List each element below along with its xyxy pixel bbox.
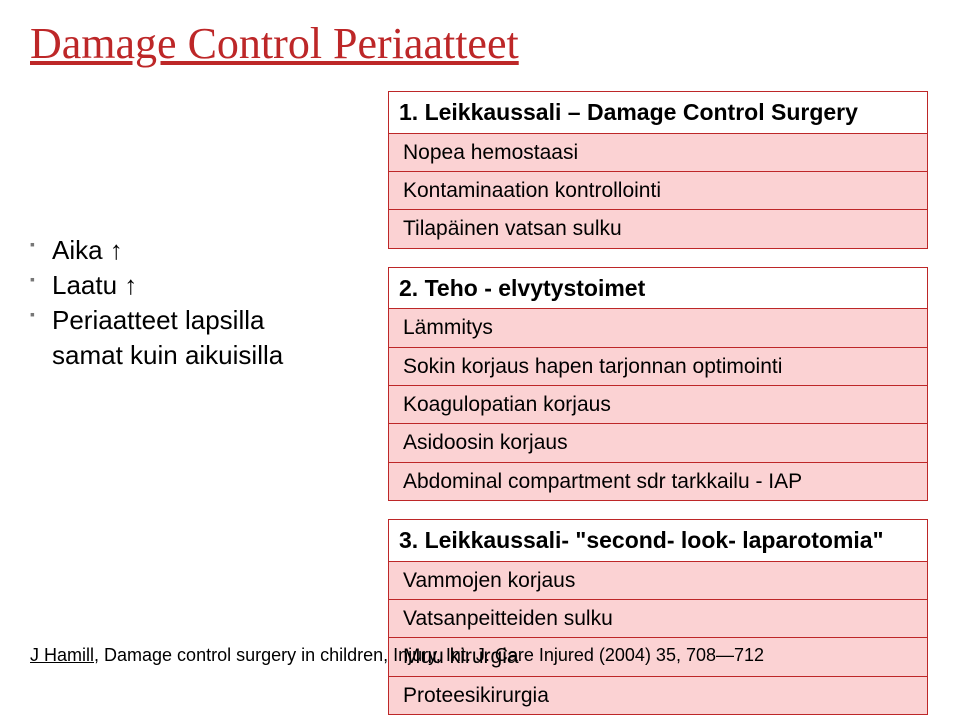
panel-cell: Koagulopatian korjaus: [389, 386, 927, 423]
content-area: Aika ↑ Laatu ↑ Periaatteet lapsilla sama…: [0, 69, 960, 715]
panel-cell: Asidoosin korjaus: [389, 424, 927, 461]
panel-heading: 3. Leikkaussali- "second- look- laparoto…: [389, 520, 927, 561]
left-column: Aika ↑ Laatu ↑ Periaatteet lapsilla sama…: [30, 91, 350, 715]
panel-cell: Proteesikirurgia: [389, 677, 927, 714]
panel-cell: Kontaminaation kontrollointi: [389, 172, 927, 209]
panel-cell: Tilapäinen vatsan sulku: [389, 210, 927, 247]
list-item: Aika ↑: [30, 233, 350, 268]
panel-surgery: 1. Leikkaussali – Damage Control Surgery…: [388, 91, 928, 249]
panel-second-look: 3. Leikkaussali- "second- look- laparoto…: [388, 519, 928, 715]
panel-cell: Vatsanpeitteiden sulku: [389, 600, 927, 637]
right-column: 1. Leikkaussali – Damage Control Surgery…: [388, 91, 928, 715]
panel-cell: Lämmitys: [389, 309, 927, 346]
panel-cell: Vammojen korjaus: [389, 562, 927, 599]
list-item-cont: samat kuin aikuisilla: [30, 338, 350, 373]
panel-cell: Sokin korjaus hapen tarjonnan optimointi: [389, 348, 927, 385]
panel-heading: 2. Teho - elvytystoimet: [389, 268, 927, 309]
panel-resuscitation: 2. Teho - elvytystoimet Lämmitys Sokin k…: [388, 267, 928, 501]
panel-cell: Nopea hemostaasi: [389, 134, 927, 171]
citation-text: Damage control surgery in children, Inju…: [99, 645, 764, 665]
principles-list: Aika ↑ Laatu ↑ Periaatteet lapsilla sama…: [30, 233, 350, 373]
page-title: Damage Control Periaatteet: [0, 0, 960, 69]
citation: J Hamill, Damage control surgery in chil…: [30, 645, 764, 666]
citation-author: J Hamill,: [30, 645, 99, 665]
panel-heading: 1. Leikkaussali – Damage Control Surgery: [389, 92, 927, 133]
panel-cell: Abdominal compartment sdr tarkkailu - IA…: [389, 463, 927, 500]
list-item: Laatu ↑: [30, 268, 350, 303]
list-item: Periaatteet lapsilla: [30, 303, 350, 338]
